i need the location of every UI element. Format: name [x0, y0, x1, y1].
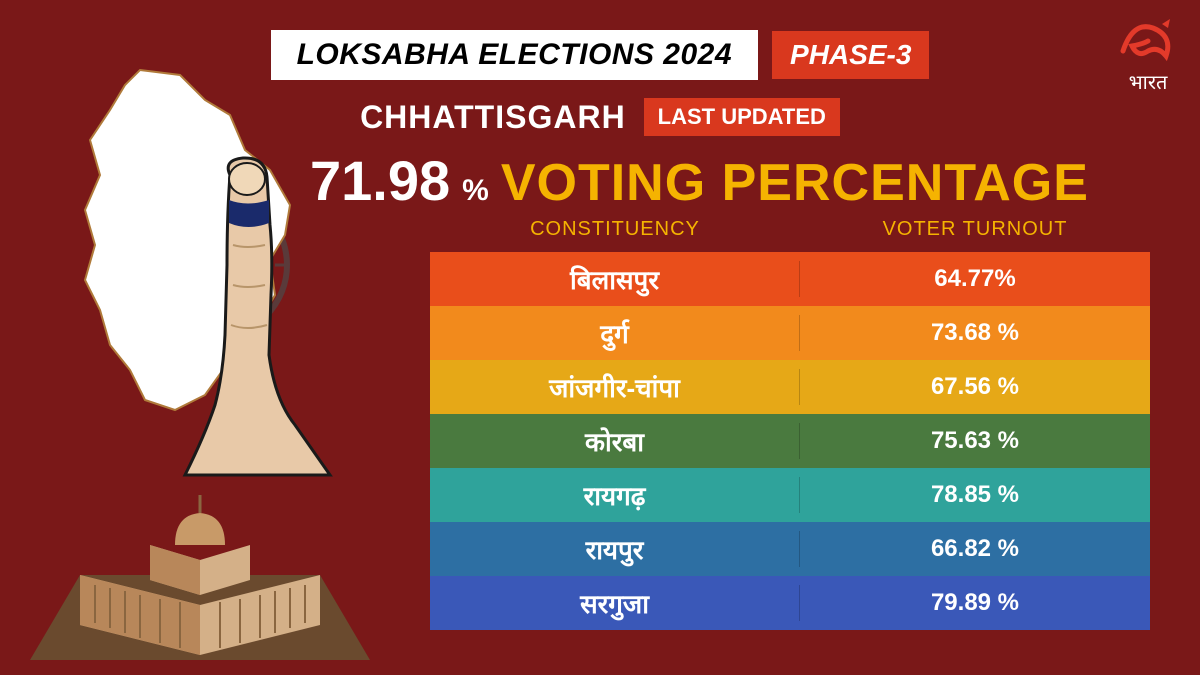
table-row: रायगढ़78.85 %	[430, 468, 1150, 522]
turnout-value: 79.89 %	[800, 589, 1150, 617]
turnout-value: 64.77%	[800, 265, 1150, 293]
constituency-name: जांजगीर-चांपा	[430, 369, 800, 405]
constituency-name: रायपुर	[430, 531, 800, 567]
logo-swirl-icon	[1118, 16, 1178, 66]
constituency-header: CONSTITUENCY	[430, 218, 800, 241]
constituency-name: बिलासपुर	[430, 261, 800, 297]
voting-percentage-label: VOTING PERCENTAGE	[501, 153, 1089, 213]
turnout-value: 75.63 %	[800, 427, 1150, 455]
constituency-name: कोरबा	[430, 423, 800, 459]
last-updated-badge: LAST UPDATED	[644, 98, 840, 136]
turnout-value: 73.68 %	[800, 319, 1150, 347]
turnout-value: 78.85 %	[800, 481, 1150, 509]
brand-logo: भारत	[1118, 16, 1178, 95]
turnout-value: 66.82 %	[800, 535, 1150, 563]
constituency-name: दुर्ग	[430, 315, 800, 351]
table-row: दुर्ग73.68 %	[430, 306, 1150, 360]
table-row: कोरबा75.63 %	[430, 414, 1150, 468]
table-row: बिलासपुर64.77%	[430, 252, 1150, 306]
turnout-header: VOTER TURNOUT	[800, 218, 1150, 241]
parliament-building-icon	[30, 475, 370, 665]
inked-finger-icon	[175, 155, 335, 485]
logo-text: भारत	[1129, 68, 1168, 95]
table-row: जांजगीर-चांपा67.56 %	[430, 360, 1150, 414]
percent-sign: %	[462, 174, 489, 208]
phase-badge: PHASE-3	[772, 31, 929, 79]
table-column-headers: CONSTITUENCY VOTER TURNOUT	[430, 218, 1150, 241]
overall-percentage-row: 71.98 % VOTING PERCENTAGE	[310, 148, 1089, 213]
constituency-name: रायगढ़	[430, 477, 800, 513]
state-name: CHHATTISGARH	[360, 99, 626, 136]
turnout-value: 67.56 %	[800, 373, 1150, 401]
turnout-table: बिलासपुर64.77%दुर्ग73.68 %जांजगीर-चांपा6…	[430, 252, 1150, 630]
table-row: सरगुजा79.89 %	[430, 576, 1150, 630]
constituency-name: सरगुजा	[430, 585, 800, 621]
table-row: रायपुर66.82 %	[430, 522, 1150, 576]
